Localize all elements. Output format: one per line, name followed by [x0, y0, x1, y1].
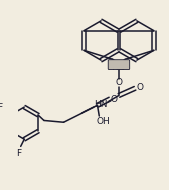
Text: F: F: [16, 149, 21, 158]
Text: F: F: [0, 103, 2, 112]
FancyBboxPatch shape: [108, 60, 130, 70]
Text: O: O: [115, 78, 123, 87]
Text: O: O: [111, 94, 118, 104]
Text: Abs: Abs: [113, 65, 125, 71]
Text: HN: HN: [94, 100, 108, 109]
Text: O: O: [136, 83, 143, 92]
Text: OH: OH: [96, 117, 110, 126]
